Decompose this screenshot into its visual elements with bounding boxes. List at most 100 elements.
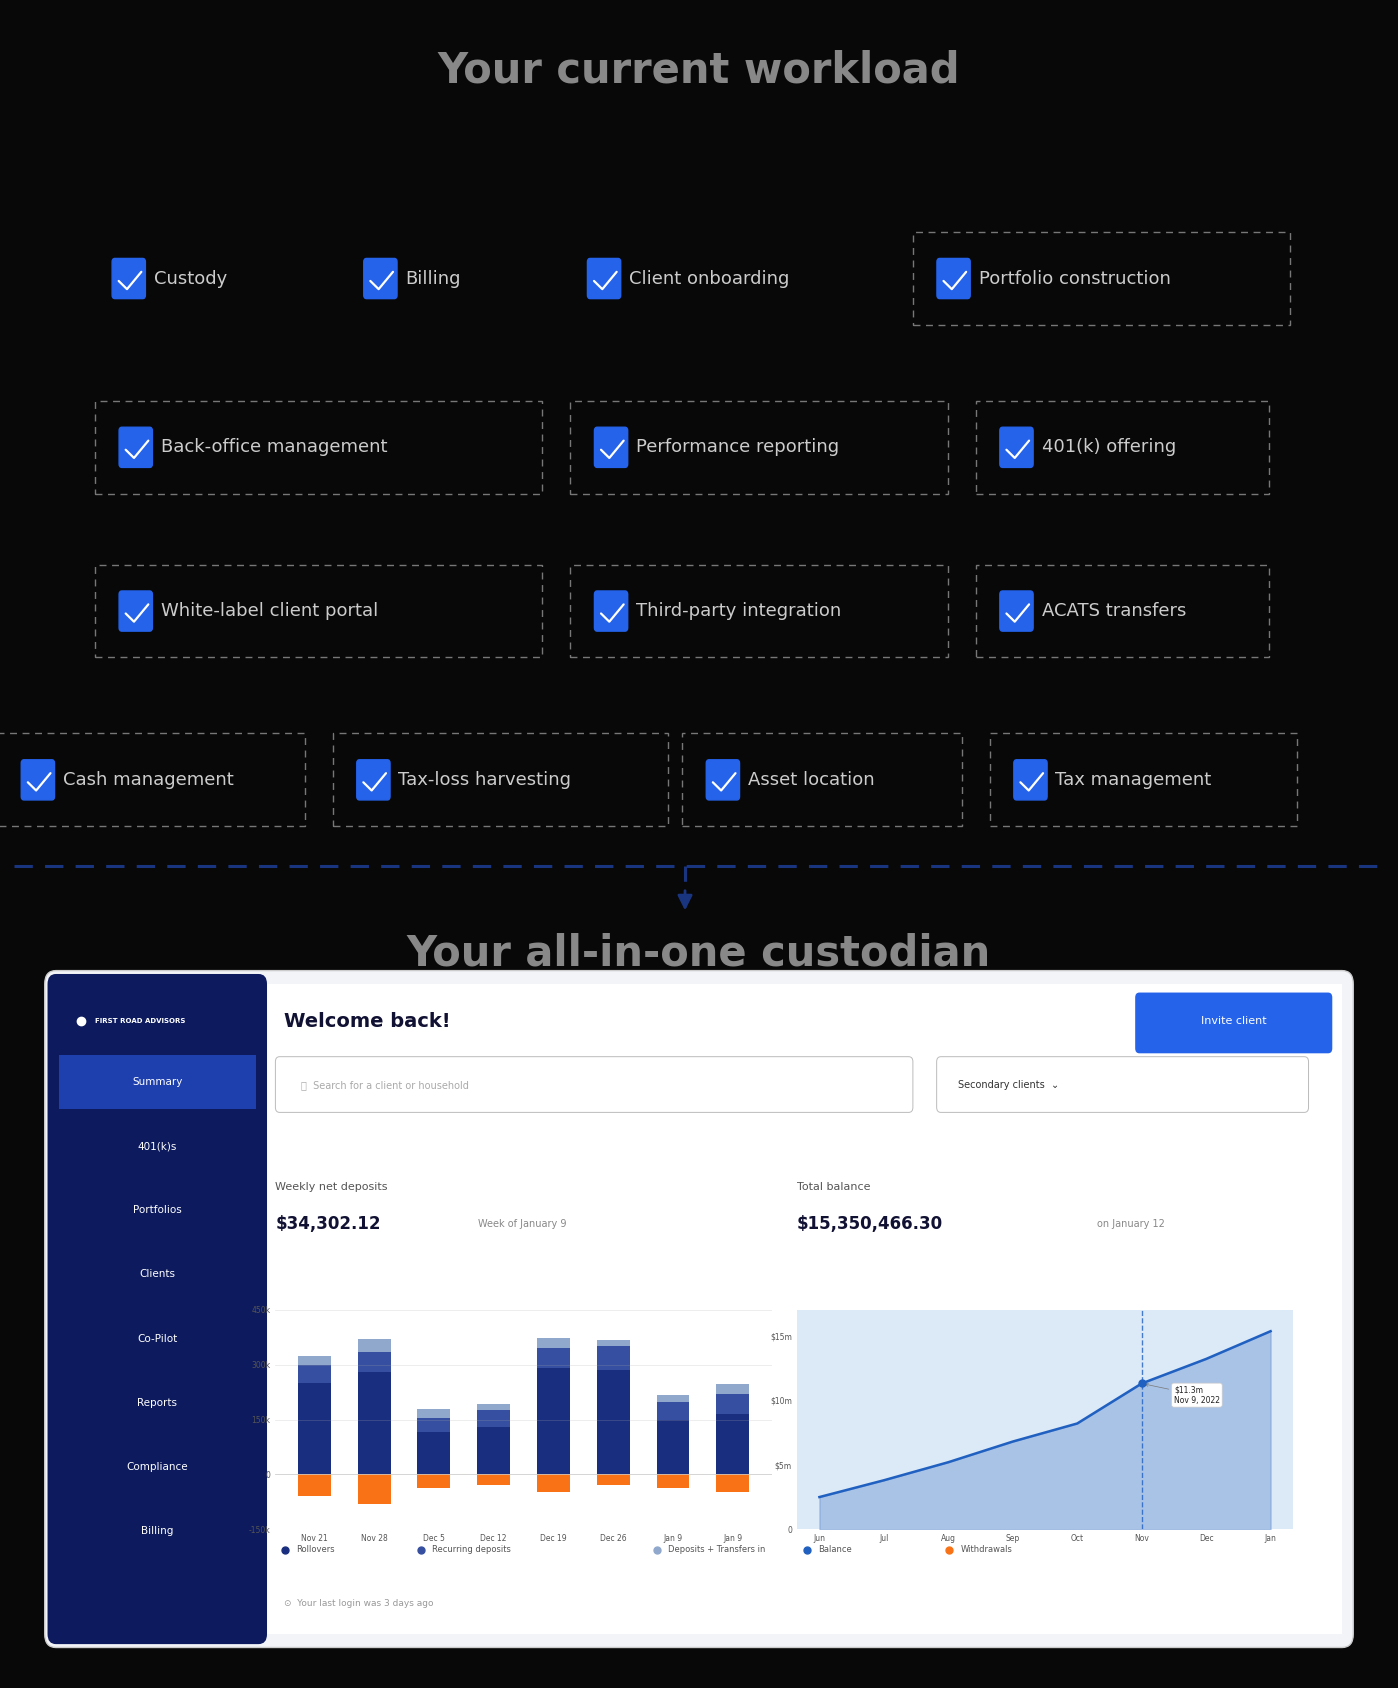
Bar: [716, 1475, 749, 1492]
Bar: [716, 1384, 749, 1394]
Bar: [333, 733, 668, 825]
FancyBboxPatch shape: [937, 258, 970, 299]
Text: Weekly net deposits: Weekly net deposits: [275, 1182, 387, 1192]
FancyBboxPatch shape: [48, 974, 267, 1644]
Bar: [570, 564, 948, 657]
Text: Week of January 9: Week of January 9: [478, 1219, 566, 1229]
Text: Asset location: Asset location: [748, 771, 875, 788]
Text: Tax management: Tax management: [1055, 771, 1212, 788]
Bar: [913, 231, 1290, 324]
FancyBboxPatch shape: [112, 258, 145, 299]
FancyBboxPatch shape: [594, 591, 628, 631]
Text: Invite client: Invite client: [1201, 1016, 1267, 1026]
FancyBboxPatch shape: [937, 1057, 1309, 1112]
Bar: [418, 1408, 450, 1418]
Text: 🔍  Search for a client or household: 🔍 Search for a client or household: [301, 1080, 468, 1090]
Text: 401(k)s: 401(k)s: [137, 1141, 178, 1151]
Bar: [657, 1403, 689, 1420]
Text: $34,302.12: $34,302.12: [275, 1215, 380, 1232]
Text: Recurring deposits: Recurring deposits: [432, 1545, 510, 1555]
Text: Client onboarding: Client onboarding: [629, 270, 790, 287]
Bar: [657, 1475, 689, 1489]
Text: Third-party integration: Third-party integration: [636, 603, 842, 619]
Bar: [418, 1433, 450, 1475]
Text: Deposits + Transfers in: Deposits + Transfers in: [668, 1545, 766, 1555]
Text: Reports: Reports: [137, 1398, 178, 1408]
Bar: [990, 733, 1297, 825]
Bar: [418, 1418, 450, 1433]
Bar: [597, 1340, 629, 1347]
Text: on January 12: on January 12: [1097, 1219, 1166, 1229]
Text: Secondary clients  ⌄: Secondary clients ⌄: [958, 1080, 1058, 1090]
Text: FIRST ROAD ADVISORS: FIRST ROAD ADVISORS: [95, 1018, 186, 1025]
Text: Withdrawals: Withdrawals: [960, 1545, 1012, 1555]
Text: Clients: Clients: [140, 1269, 175, 1280]
Text: Balance: Balance: [818, 1545, 851, 1555]
Text: ⊙  Your last login was 3 days ago: ⊙ Your last login was 3 days ago: [284, 1599, 433, 1609]
Bar: [716, 1415, 749, 1475]
Bar: [298, 1382, 331, 1475]
FancyBboxPatch shape: [587, 258, 621, 299]
Bar: [95, 400, 542, 493]
FancyBboxPatch shape: [21, 760, 55, 800]
Bar: [358, 1339, 390, 1352]
FancyBboxPatch shape: [59, 1055, 256, 1109]
Bar: [537, 1369, 570, 1475]
FancyBboxPatch shape: [119, 427, 152, 468]
Bar: [298, 1475, 331, 1496]
Bar: [597, 1475, 629, 1485]
FancyBboxPatch shape: [706, 760, 740, 800]
FancyBboxPatch shape: [1000, 427, 1033, 468]
Text: $15,350,466.30: $15,350,466.30: [797, 1215, 944, 1232]
Text: Compliance: Compliance: [126, 1462, 189, 1472]
FancyBboxPatch shape: [1000, 591, 1033, 631]
Bar: [477, 1411, 510, 1426]
Text: Portfolio construction: Portfolio construction: [979, 270, 1170, 287]
Bar: [597, 1347, 629, 1371]
Bar: [358, 1352, 390, 1372]
Bar: [716, 1394, 749, 1415]
Text: $11.3m
Nov 9, 2022: $11.3m Nov 9, 2022: [1145, 1384, 1220, 1404]
Text: Co-Pilot: Co-Pilot: [137, 1334, 178, 1344]
Text: Billing: Billing: [141, 1526, 173, 1536]
Text: Tax-loss harvesting: Tax-loss harvesting: [398, 771, 572, 788]
FancyBboxPatch shape: [363, 258, 397, 299]
FancyBboxPatch shape: [356, 760, 390, 800]
Text: Your current workload: Your current workload: [438, 51, 960, 91]
Text: Custody: Custody: [154, 270, 226, 287]
Bar: [358, 1475, 390, 1504]
Text: Billing: Billing: [405, 270, 461, 287]
Bar: [0, 733, 305, 825]
Text: 401(k) offering: 401(k) offering: [1042, 439, 1176, 456]
Text: Portfolios: Portfolios: [133, 1205, 182, 1215]
Bar: [95, 564, 542, 657]
Text: Total balance: Total balance: [797, 1182, 871, 1192]
Bar: [657, 1396, 689, 1403]
Bar: [570, 400, 948, 493]
FancyBboxPatch shape: [594, 427, 628, 468]
FancyBboxPatch shape: [119, 591, 152, 631]
Bar: [537, 1475, 570, 1492]
Text: Your all-in-one custodian: Your all-in-one custodian: [407, 933, 991, 974]
Bar: [477, 1475, 510, 1485]
Bar: [477, 1426, 510, 1475]
Text: Summary: Summary: [131, 1077, 183, 1087]
Text: Welcome back!: Welcome back!: [284, 1011, 450, 1031]
Bar: [418, 1475, 450, 1489]
FancyBboxPatch shape: [275, 1057, 913, 1112]
Bar: [298, 1364, 331, 1382]
Text: Back-office management: Back-office management: [161, 439, 387, 456]
Bar: [259, 984, 1342, 1634]
FancyBboxPatch shape: [1135, 993, 1332, 1053]
Text: Rollovers: Rollovers: [296, 1545, 336, 1555]
FancyBboxPatch shape: [45, 971, 1353, 1647]
Text: Performance reporting: Performance reporting: [636, 439, 839, 456]
Bar: [657, 1420, 689, 1475]
Bar: [682, 733, 962, 825]
Bar: [298, 1355, 331, 1364]
Bar: [597, 1371, 629, 1475]
Bar: [537, 1349, 570, 1369]
Text: Cash management: Cash management: [63, 771, 233, 788]
Bar: [976, 564, 1269, 657]
Bar: [477, 1404, 510, 1411]
